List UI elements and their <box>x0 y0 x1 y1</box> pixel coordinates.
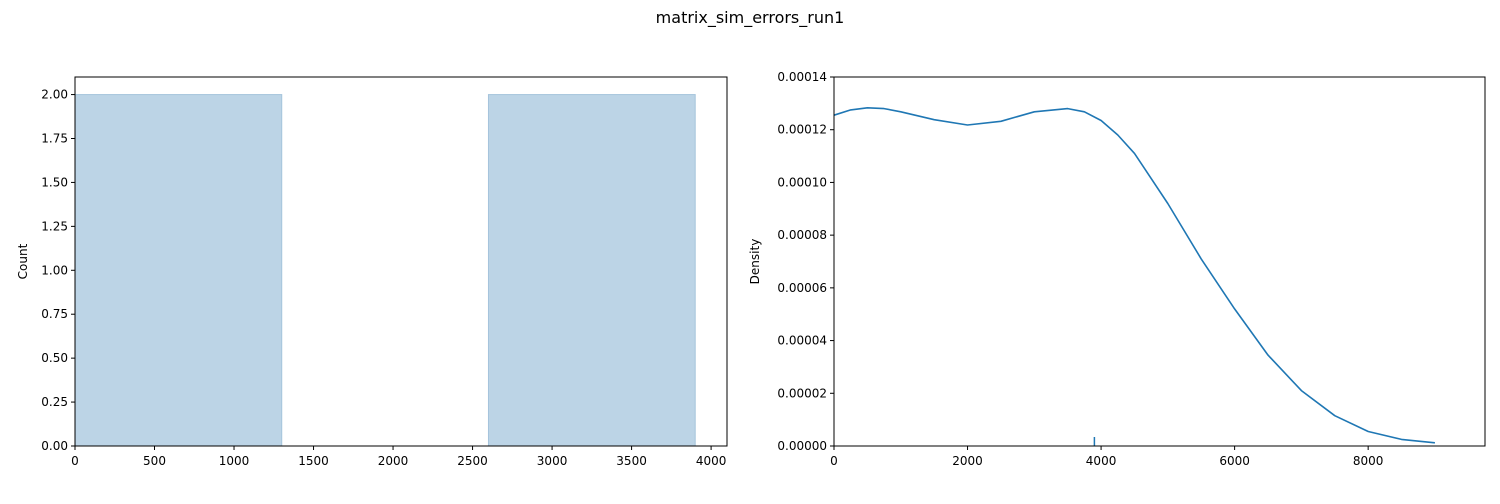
x-tick-label: 2000 <box>378 454 409 468</box>
x-tick-label: 500 <box>143 454 166 468</box>
y-tick-label: 0.00006 <box>777 281 827 295</box>
y-tick-label: 0.50 <box>41 351 68 365</box>
y-tick-label: 0.00002 <box>777 386 827 400</box>
x-tick-label: 2000 <box>952 454 983 468</box>
x-tick-label: 1500 <box>298 454 329 468</box>
y-tick-label: 1.75 <box>41 132 68 146</box>
density-panel: 0 2000 4000 6000 8000 0.00000 0.00002 0.00004 0.… <box>748 70 1486 468</box>
y-axis-label: Density <box>748 239 762 285</box>
histogram-bar-2 <box>487 94 696 447</box>
figure-title: matrix_sim_errors_run1 <box>655 8 845 27</box>
y-tick-label: 0.00000 <box>777 439 827 453</box>
y-tick-label: 0.00008 <box>777 228 827 242</box>
x-tick-label: 0 <box>830 454 838 468</box>
plot-frame <box>74 76 728 447</box>
histogram-panel: 0 500 1000 1500 2000 2500 3000 3500 4000 0.00 0.25… <box>16 76 728 468</box>
y-tick-label: 0.25 <box>41 395 68 409</box>
y-tick-label: 0.00012 <box>777 123 827 137</box>
x-tick-label: 8000 <box>1353 454 1384 468</box>
y-tick-label: 0.75 <box>41 307 68 321</box>
x-tick-label: 3000 <box>537 454 568 468</box>
y-tick-label: 0.00014 <box>777 70 827 84</box>
y-tick-label: 1.00 <box>41 263 68 277</box>
y-tick-label: 1.25 <box>41 219 68 233</box>
density-line <box>833 107 1435 444</box>
x-tick-label: 4000 <box>696 454 727 468</box>
x-tick-label: 2500 <box>457 454 488 468</box>
histogram-bar-0 <box>74 94 283 447</box>
y-tick-label: 2.00 <box>41 88 68 102</box>
x-tick-label: 1000 <box>219 454 250 468</box>
x-tick-label: 6000 <box>1219 454 1250 468</box>
x-tick-label: 0 <box>71 454 79 468</box>
y-tick-label: 0.00 <box>41 439 68 453</box>
plot-frame <box>833 76 1486 447</box>
y-axis-label: Count <box>16 243 30 279</box>
y-tick-label: 1.50 <box>41 175 68 189</box>
x-tick-label: 4000 <box>1086 454 1117 468</box>
y-tick-label: 0.00004 <box>777 334 827 348</box>
x-tick-label: 3500 <box>616 454 647 468</box>
y-tick-label: 0.00010 <box>777 175 827 189</box>
